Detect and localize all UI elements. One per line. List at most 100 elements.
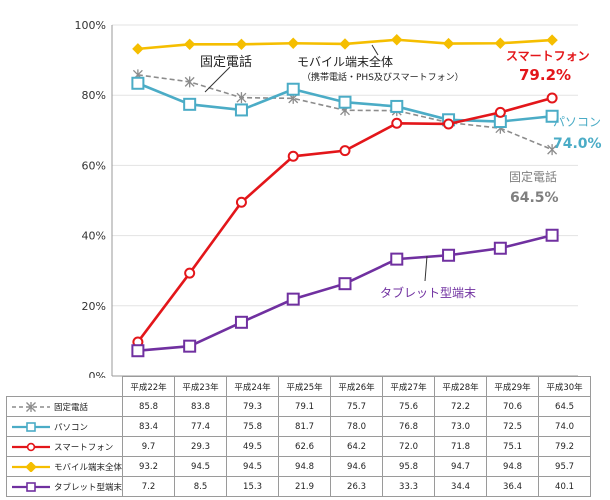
mobile-marker [183,38,196,51]
mobile-marker [235,38,248,51]
line-chart: 0% 20% 40% 60% 80% 100% 固定電話 モバイル端末全体 （携帯電話・P… [75,19,602,378]
series-smartphone [132,92,558,348]
table-header-cell: 平成25年 [278,376,332,397]
smartphone-marker [339,145,351,157]
table-cell: 34.4 [434,476,488,497]
table-cell: 26.3 [330,476,384,497]
table-header-cell: 平成26年 [330,376,384,397]
mobile-marker [391,34,403,46]
table-cell: 95.7 [538,456,592,477]
series-pc [131,76,559,129]
table-cell: 75.6 [382,396,436,417]
table-cell: 73.0 [434,416,488,437]
annotation-landline-right-value: 64.5% [510,190,559,206]
mobile-marker [132,43,144,55]
table-cell: 64.2 [330,436,384,457]
landline-marker [236,92,247,104]
landline-callout-line [204,66,231,93]
table-row: タブレット型端末 7.2 8.5 15.3 21.9 26.3 33.3 34.4 36.4 40… [5,476,592,497]
table-cell: 70.6 [486,396,540,417]
grid-lines [111,24,578,377]
smartphone-marker [494,106,506,118]
table-cell: 76.8 [382,416,436,437]
annotation-smartphone: スマートフォン [506,49,590,63]
table-row-label: モバイル端末全体 [5,456,124,477]
annotation-pc-value: 74.0% [553,136,602,152]
table-header-cell: 平成27年 [382,376,436,397]
pc-marker [234,103,248,117]
table-cell: 29.3 [174,436,228,457]
smartphone-marker [546,92,558,104]
table-header-cell: 平成28年 [434,376,488,397]
annotation-tablet: タブレット型端末 [380,285,476,300]
table-cell: 79.3 [226,396,280,417]
table-row-label-text: パソコン [54,422,89,433]
pc-marker [286,82,300,96]
table-cell: 40.1 [538,476,592,497]
table-cell: 94.7 [434,456,488,477]
table-cell: 83.4 [122,416,176,437]
y-tick-label: 0% [89,370,106,378]
annotation-pc: パソコン [553,115,601,129]
legend-swatch-pc [12,422,50,432]
table-cell: 94.5 [226,456,280,477]
pc-marker [131,76,145,90]
table-cell: 93.2 [122,456,176,477]
mobile-marker [287,37,299,49]
table-header-cell: 平成23年 [174,376,228,397]
mobile-marker [546,34,558,46]
table-row-label: パソコン [5,416,124,437]
landline-marker [184,76,195,88]
y-axis-ticks: 0% 20% 40% 60% 80% 100% [75,19,106,378]
table-cell: 94.8 [278,456,332,477]
series-line-tablet [137,233,553,353]
table-cell: 49.5 [226,436,280,457]
table-cell: 33.3 [382,476,436,497]
table-row-label-text: モバイル端末全体 [54,462,123,473]
table-cell: 72.2 [434,396,488,417]
table-cell: 83.8 [174,396,228,417]
legend-marker-group [25,462,37,472]
y-tick-label: 80% [82,89,106,102]
series-group [131,34,559,358]
annotation-landline-right: 固定電話 [509,169,557,184]
tablet-marker [390,252,404,266]
table-cell: 36.4 [486,476,540,497]
legend-marker-group [26,482,36,492]
table-header-cell: 平成29年 [486,376,540,397]
table-header-cell: 平成30年 [538,376,592,397]
smartphone-marker [287,150,299,162]
table-cell: 21.9 [278,476,332,497]
table-row-label: 固定電話 [5,396,124,417]
data-table: 平成22年 平成23年 平成24年 平成25年 平成26年 平成27年 平成28… [5,376,592,497]
mobile-callout-line [371,44,379,56]
annotation-smartphone-value: 79.2% [519,66,571,84]
tablet-marker [131,344,145,358]
tablet-marker [493,241,507,255]
table-cell: 81.7 [278,416,332,437]
table-cell: 95.8 [382,456,436,477]
smartphone-marker [235,196,247,208]
y-tick-label: 100% [75,19,106,32]
pc-marker [338,95,352,109]
table-header-cell: 平成22年 [122,376,176,397]
table-header-row: 平成22年 平成23年 平成24年 平成25年 平成26年 平成27年 平成28… [6,376,592,397]
legend-swatch-mobile [12,462,50,472]
mobile-marker [442,37,455,50]
table-cell: 74.0 [538,416,592,437]
table-header-cell: 平成24年 [226,376,280,397]
table-row-label: スマートフォン [5,436,124,457]
table-cell: 79.2 [538,436,592,457]
pc-marker [545,109,559,123]
pc-marker [390,99,404,113]
table-cell: 15.3 [226,476,280,497]
table-cell: 77.4 [174,416,228,437]
table-cell: 75.8 [226,416,280,437]
smartphone-marker [184,267,196,279]
table-cell: 94.5 [174,456,228,477]
table-cell: 71.8 [434,436,488,457]
legend-smartphone-marker [26,442,36,452]
legend-swatch-landline [12,402,50,412]
table-row-label-text: スマートフォン [54,442,114,453]
table-corner [6,376,124,397]
